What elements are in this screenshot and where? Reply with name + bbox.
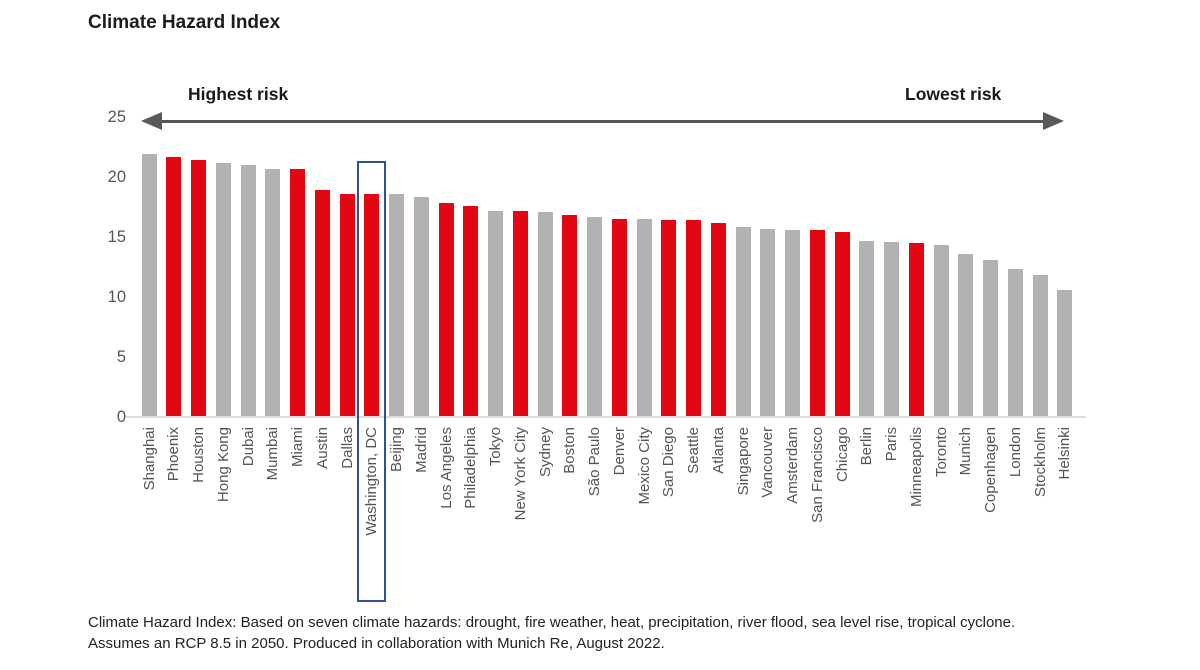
bar-new-york-city [512,210,528,417]
xlabel-sydney: Sydney [536,427,554,478]
xlabel-minneapolis: Minneapolis [907,427,925,508]
xlabel-new-york-city: New York City [511,427,529,521]
xlabel-boston: Boston [561,427,579,474]
xlabel-austin: Austin [313,427,331,469]
ytick-10: 10 [107,288,126,306]
xlabel-hong-kong: Hong Kong [214,427,232,503]
ytick-25: 25 [107,108,126,126]
ytick-20: 20 [107,168,126,186]
bar-dallas [339,193,355,417]
bar-sydney [537,211,553,417]
xlabel-beijing: Beijing [388,427,405,473]
bar-paris [884,241,899,417]
xlabel-san-diego: San Diego [660,427,678,498]
xlabel-denver: Denver [610,427,628,476]
xlabel-london: London [1006,427,1024,478]
bar-minneapolis [908,243,924,417]
bar-dubai [240,165,256,417]
footnote: Climate Hazard Index: Based on seven cli… [88,612,1168,654]
bar-atlanta [710,222,726,417]
footnote-line-1: Climate Hazard Index: Based on seven cli… [88,614,1016,631]
bar-philadelphia [463,205,479,417]
bar-copenhagen [983,259,998,417]
xlabel-miami: Miami [289,427,306,467]
bar-vancouver [760,228,776,417]
bar-hong-kong [215,162,231,417]
arrow-left-head-icon [141,112,162,130]
bar-austin [314,190,330,417]
xlabel-phoenix: Phoenix [165,427,183,482]
xlabel-vancouver: Vancouver [759,427,777,498]
xlabel-tokyo: Tokyo [487,427,504,467]
risk-direction-arrow [158,120,1046,123]
x-axis-baseline [126,416,1086,418]
bar-london [1007,269,1023,417]
xlabel-mexico-city: Mexico City [635,427,653,505]
xlabel-paris: Paris [883,427,900,462]
bar-chicago [834,232,850,417]
xlabel-houston: Houston [190,427,207,483]
bar-shanghai [141,154,157,417]
bar-madrid [413,197,429,417]
xlabel-dubai: Dubai [239,427,257,467]
bar-boston [562,215,578,417]
bar-san-francisco [809,229,825,417]
xlabel-chicago: Chicago [833,427,851,483]
chart-title: Climate Hazard Index [88,12,281,33]
bar-beijing [389,193,404,417]
xlabel-mumbai: Mumbai [264,427,282,481]
bar-san-diego [661,220,677,417]
bar-helsinki [1057,289,1073,417]
arrow-right-head-icon [1043,112,1064,130]
footnote-line-2: Assumes an RCP 8.5 in 2050. Produced in … [88,635,665,652]
xlabel-philadelphia: Philadelphia [462,427,480,509]
highlight-box-washington-dc [357,161,387,602]
xlabel-munich: Munich [957,427,975,476]
bar-miami [290,168,305,417]
bar-phoenix [166,156,182,417]
xlabel-madrid: Madrid [412,427,430,473]
bar-washington-dc [364,193,380,417]
bar-munich [958,253,974,417]
bar-s-o-paulo [587,216,602,417]
ytick-5: 5 [116,348,126,366]
bar-houston [191,160,206,417]
bar-seattle [686,220,701,417]
bar-los-angeles [438,203,454,417]
xlabel-shanghai: Shanghai [140,427,158,491]
xlabel-copenhagen: Copenhagen [982,427,999,513]
ytick-0: 0 [116,408,126,426]
bar-denver [611,219,627,417]
bar-tokyo [488,210,503,417]
bar-berlin [859,240,875,417]
xlabel-toronto: Toronto [932,427,950,478]
xlabel-los-angeles: Los Angeles [437,427,455,509]
bar-mexico-city [636,219,652,417]
xlabel-berlin: Berlin [858,427,876,466]
highest-risk-label: Highest risk [188,84,289,104]
bar-stockholm [1032,275,1048,417]
xlabel-s-o-paulo: São Paulo [586,427,603,497]
xlabel-stockholm: Stockholm [1031,427,1049,498]
bar-toronto [933,245,949,417]
xlabel-singapore: Singapore [734,427,752,496]
xlabel-amsterdam: Amsterdam [784,427,801,504]
xlabel-dallas: Dallas [338,427,356,469]
bar-mumbai [265,168,281,417]
lowest-risk-label: Lowest risk [905,84,1002,104]
xlabel-helsinki: Helsinki [1056,427,1074,480]
bar-singapore [735,227,751,417]
xlabel-san-francisco: San Francisco [808,427,826,523]
bar-amsterdam [785,229,800,417]
xlabel-atlanta: Atlanta [709,427,727,474]
xlabel-washington-dc: Washington, DC [363,427,381,536]
ytick-15: 15 [107,228,126,246]
xlabel-seattle: Seattle [685,427,702,474]
